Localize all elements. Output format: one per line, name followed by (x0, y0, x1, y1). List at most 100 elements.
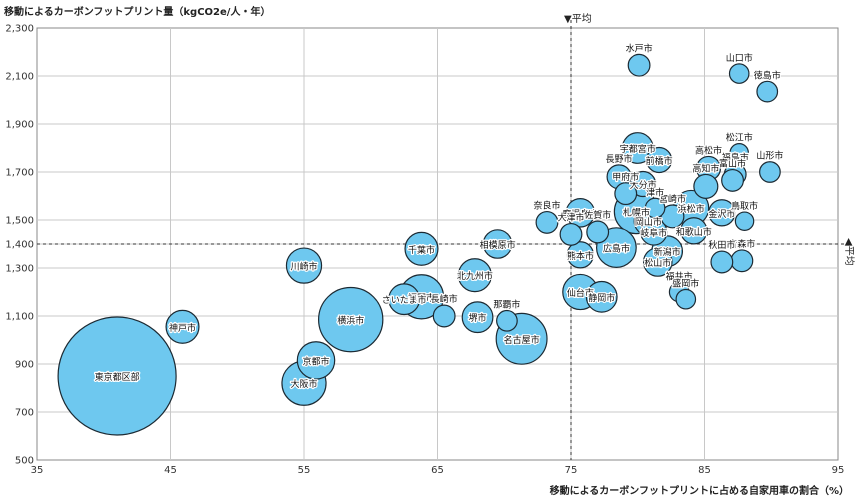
bubble-point (565, 198, 596, 228)
point-label: 福井市 (666, 270, 693, 282)
bubble-point (675, 288, 697, 310)
point-label: 神戸市 (169, 322, 196, 334)
point-label: 金沢市 (708, 208, 735, 220)
x-tick-label: 35 (31, 465, 44, 476)
point-label: 熊本市 (567, 250, 594, 262)
x-tick-label: 45 (164, 465, 177, 476)
bubble-point (644, 197, 666, 219)
point-label: 長崎市 (431, 293, 458, 305)
bubble-point (759, 161, 781, 183)
bubble-point (734, 211, 755, 231)
point-label: 静岡市 (588, 292, 615, 304)
bubble-point (461, 301, 494, 334)
bubble-point (585, 280, 618, 313)
bubble-point (285, 247, 323, 284)
bubble-point (730, 249, 754, 273)
point-label: 高知市 (692, 162, 719, 174)
point-label: 川崎市 (290, 261, 317, 273)
point-label: 鳥取市 (731, 200, 758, 212)
y-tick-label: 1,300 (5, 264, 34, 275)
point-label: 名古屋市 (504, 334, 540, 346)
bubble-point (642, 247, 673, 277)
point-label: 那覇市 (493, 299, 520, 311)
y-tick-label: 900 (15, 360, 34, 371)
bubble-point (432, 304, 456, 328)
point-label: さいたま市 (382, 294, 427, 306)
y-tick-label: 1,700 (5, 168, 34, 179)
point-label: 大分市 (630, 179, 657, 191)
bubble-point (566, 241, 595, 269)
point-label: 東京都区部 (95, 371, 140, 383)
y-tick-label: 500 (15, 456, 34, 467)
bubble-point (693, 173, 719, 199)
bubble-point (621, 132, 654, 164)
point-label: 徳島市 (754, 69, 781, 81)
point-label: 松江市 (726, 132, 753, 144)
point-label: 新潟市 (654, 246, 681, 258)
bubble-point (318, 286, 384, 353)
x-tick-label: 85 (698, 465, 711, 476)
bubble-point (729, 143, 749, 163)
bubble-point (457, 258, 492, 293)
bubble-point (680, 217, 708, 245)
point-label: 山口市 (726, 52, 753, 64)
point-label: 鹿児島市 (562, 208, 598, 220)
x-tick-label: 65 (431, 465, 444, 476)
point-label: 前橋市 (646, 155, 673, 167)
point-label: 和歌山市 (676, 226, 712, 238)
point-label: 大阪市 (290, 378, 317, 390)
point-label: 水戸市 (626, 42, 653, 54)
bubble-point (756, 80, 779, 103)
bubble-point (640, 218, 668, 246)
bubble-point (645, 146, 673, 174)
bubble-point (535, 210, 559, 234)
point-label: 北九州市 (457, 270, 493, 282)
y-tick-label: 1,400 (5, 240, 34, 251)
bubble-point (627, 53, 651, 77)
point-label: 青森市 (728, 238, 755, 250)
bubble-point (404, 231, 439, 266)
point-label: 松山市 (644, 257, 671, 269)
point-label: 福岡市 (408, 292, 435, 304)
y-tick-label: 700 (15, 408, 34, 419)
point-label: 高松市 (695, 144, 722, 156)
point-label: 京都市 (303, 355, 330, 367)
x-tick-label: 75 (565, 465, 578, 476)
bubble-point (496, 309, 518, 332)
bubble-point (388, 283, 421, 316)
point-label: 宇都宮市 (620, 143, 656, 155)
point-label: 札幌市 (623, 207, 650, 219)
bubble-point (165, 309, 200, 344)
bubble-point (614, 182, 638, 206)
average-x-label: ▼平均 (564, 13, 592, 25)
bubble-point (559, 222, 583, 246)
bubble-point (708, 199, 736, 227)
point-label: 岐阜市 (640, 227, 667, 239)
point-label: 津市 (646, 186, 664, 198)
point-label: 千葉市 (408, 244, 435, 256)
point-label: 仙台市 (567, 287, 594, 299)
point-label: 相模原市 (480, 239, 516, 251)
point-label: 広島市 (603, 243, 630, 255)
point-label: 宮崎市 (659, 193, 686, 205)
y-tick-label: 1,100 (5, 312, 34, 323)
y-tick-label: 2,300 (5, 24, 34, 35)
point-label: 岡山市 (635, 216, 662, 228)
point-label: 堺市 (469, 312, 487, 324)
x-axis-title: 移動によるカーボンフットプリントに占める自家用車の割合（%） (549, 486, 849, 497)
point-label: 山形市 (756, 150, 783, 162)
y-axis-title: 移動によるカーボンフットプリント量（kgCO2e/人・年） (4, 7, 271, 18)
bubble-point (586, 220, 610, 244)
x-tick-label: 55 (298, 465, 311, 476)
point-label: 盛岡市 (672, 277, 699, 289)
point-label: 奈良市 (533, 200, 560, 212)
point-label: 浜松市 (678, 203, 705, 215)
bubble-point (728, 63, 750, 84)
x-tick-label: 95 (832, 465, 845, 476)
point-label: 長野市 (606, 153, 633, 165)
point-label: 甲府市 (612, 171, 639, 183)
y-tick-label: 1,500 (5, 216, 34, 227)
bubble-point (57, 316, 177, 436)
point-label: 佐賀市 (584, 209, 611, 221)
